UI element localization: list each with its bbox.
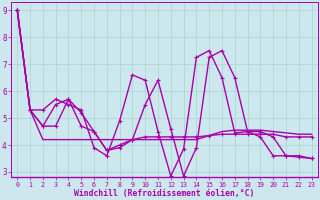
X-axis label: Windchill (Refroidissement éolien,°C): Windchill (Refroidissement éolien,°C) [74,189,255,198]
